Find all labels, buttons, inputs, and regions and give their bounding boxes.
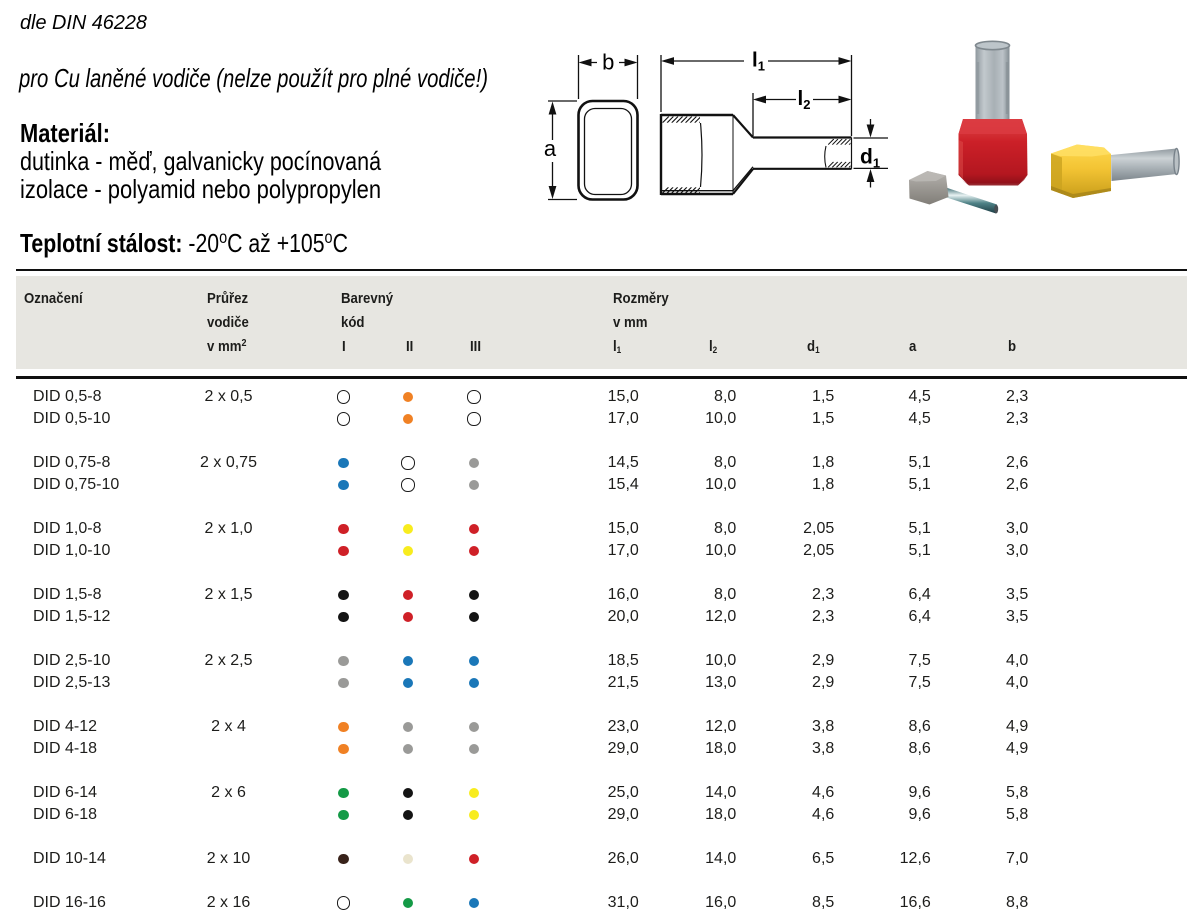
svg-text:d1: d1 xyxy=(860,146,880,171)
svg-text:l2: l2 xyxy=(798,87,811,112)
svg-text:a: a xyxy=(544,136,557,161)
svg-text:b: b xyxy=(602,50,614,75)
svg-text:l1: l1 xyxy=(752,49,765,74)
